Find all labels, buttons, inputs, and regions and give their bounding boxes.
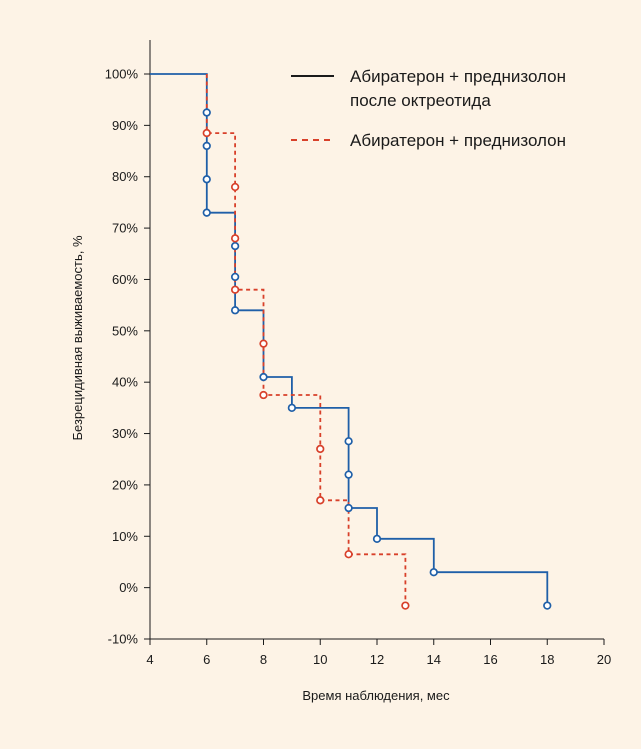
series-2-censor-marker	[230, 182, 240, 192]
y-tick-label: 20%	[112, 477, 138, 492]
legend-label-series-1-line-1: Абиратерон + преднизолон	[350, 67, 566, 86]
series-1-censor-marker	[543, 601, 552, 610]
y-tick-label: 30%	[112, 426, 138, 441]
y-tick-label: 60%	[112, 272, 138, 287]
x-tick-label: 10	[313, 652, 327, 667]
legend: Абиратерон + преднизолон после октреотид…	[291, 67, 566, 150]
x-tick-label: 14	[427, 652, 441, 667]
series-1-censor-marker	[202, 175, 211, 184]
series-line-2	[205, 74, 407, 606]
series-1-censor-marker	[230, 272, 240, 282]
series-2-censor-marker	[401, 601, 410, 610]
series-1-censor-marker	[202, 108, 211, 117]
y-tick-label: 100%	[105, 67, 139, 82]
series-2-censor-marker	[202, 128, 211, 138]
series-2-censor-marker	[230, 234, 240, 243]
series-1-censor-marker	[259, 372, 268, 382]
x-tick-label: 6	[203, 652, 210, 667]
series-1-censor-marker	[230, 241, 240, 251]
y-tick-label: 0%	[119, 580, 138, 595]
markers-layer	[202, 108, 552, 610]
y-tick-label: -10%	[108, 632, 139, 647]
y-tick-label: 50%	[112, 323, 138, 338]
series-2-censor-marker	[316, 444, 325, 454]
y-tick-label: 80%	[112, 169, 138, 184]
series-2-censor-marker	[344, 550, 353, 559]
series-layer	[150, 73, 549, 606]
series-1-censor-marker	[202, 141, 211, 151]
series-1-censor-marker	[202, 208, 211, 217]
series-1-censor-marker	[344, 437, 353, 446]
series-1-censor-marker	[429, 568, 438, 577]
series-2-censor-marker	[259, 339, 268, 348]
series-1-censor-marker	[287, 403, 297, 413]
x-tick-label: 4	[146, 652, 153, 667]
x-tick-label: 16	[483, 652, 497, 667]
x-axis-title: Время наблюдения, мес	[302, 688, 450, 703]
y-tick-label: 90%	[112, 118, 138, 133]
legend-label-series-2: Абиратерон + преднизолон	[350, 131, 566, 150]
series-1-censor-marker	[372, 534, 382, 543]
y-tick-label: 10%	[112, 529, 138, 544]
y-ticks: -10% 0% 10% 20% 30% 40% 50% 60% 70% 80% 90% 100%	[105, 67, 150, 647]
x-ticks: 4 6 8 10 12 14 16 18 20	[146, 639, 611, 667]
x-tick-label: 12	[370, 652, 384, 667]
y-tick-label: 40%	[112, 375, 138, 390]
series-1-censor-marker	[344, 470, 353, 479]
series-1-censor-marker	[344, 503, 353, 513]
series-2-censor-marker	[230, 285, 240, 294]
y-tick-label: 70%	[112, 221, 138, 236]
axes	[149, 40, 604, 640]
y-axis-title: Безрецидивная выживаемость, %	[70, 235, 85, 440]
series-2-censor-marker	[316, 496, 325, 505]
series-1-censor-marker	[230, 306, 240, 315]
legend-label-series-1-line-2: после октреотида	[350, 91, 491, 110]
x-tick-label: 18	[540, 652, 554, 667]
x-tick-label: 8	[260, 652, 267, 667]
x-tick-label: 20	[597, 652, 611, 667]
series-2-censor-marker	[259, 390, 268, 400]
